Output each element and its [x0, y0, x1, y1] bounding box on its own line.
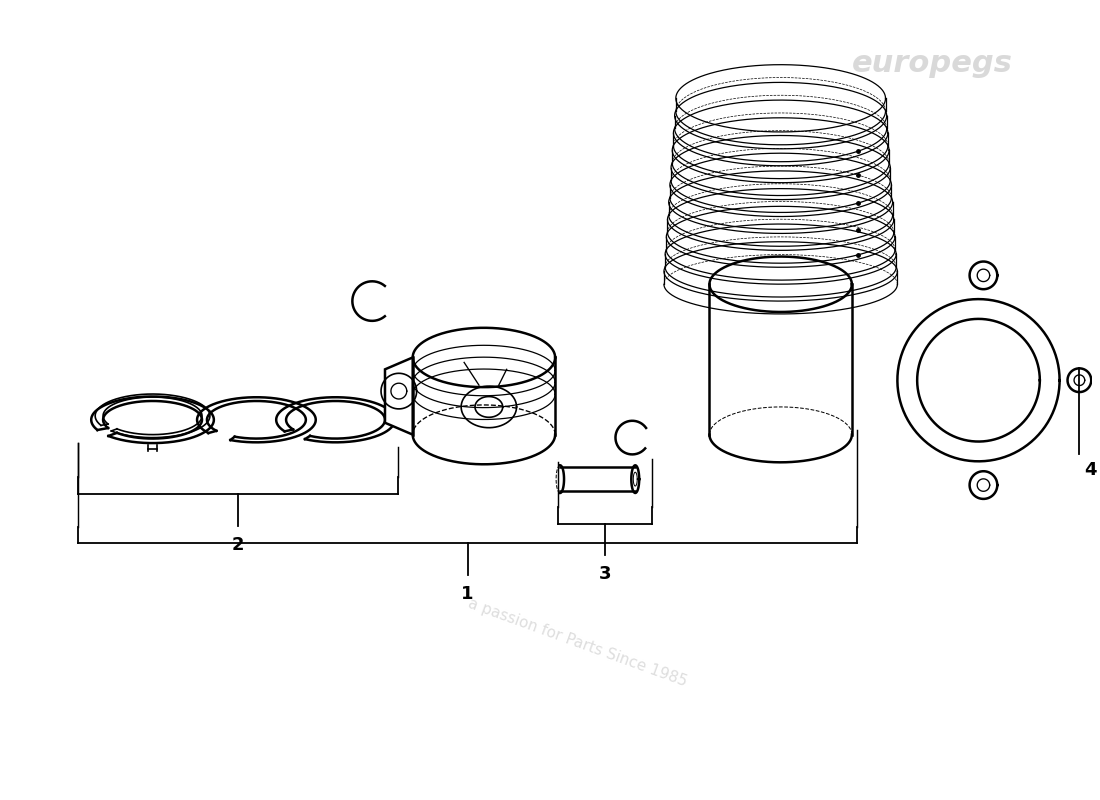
Text: 1: 1 — [461, 585, 474, 603]
Text: europegs: europegs — [852, 49, 1013, 78]
Text: 4: 4 — [1085, 462, 1097, 479]
Text: a passion for Parts Since 1985: a passion for Parts Since 1985 — [466, 596, 690, 689]
Text: 2: 2 — [232, 535, 244, 554]
Polygon shape — [385, 358, 412, 434]
Text: 3: 3 — [598, 565, 612, 583]
